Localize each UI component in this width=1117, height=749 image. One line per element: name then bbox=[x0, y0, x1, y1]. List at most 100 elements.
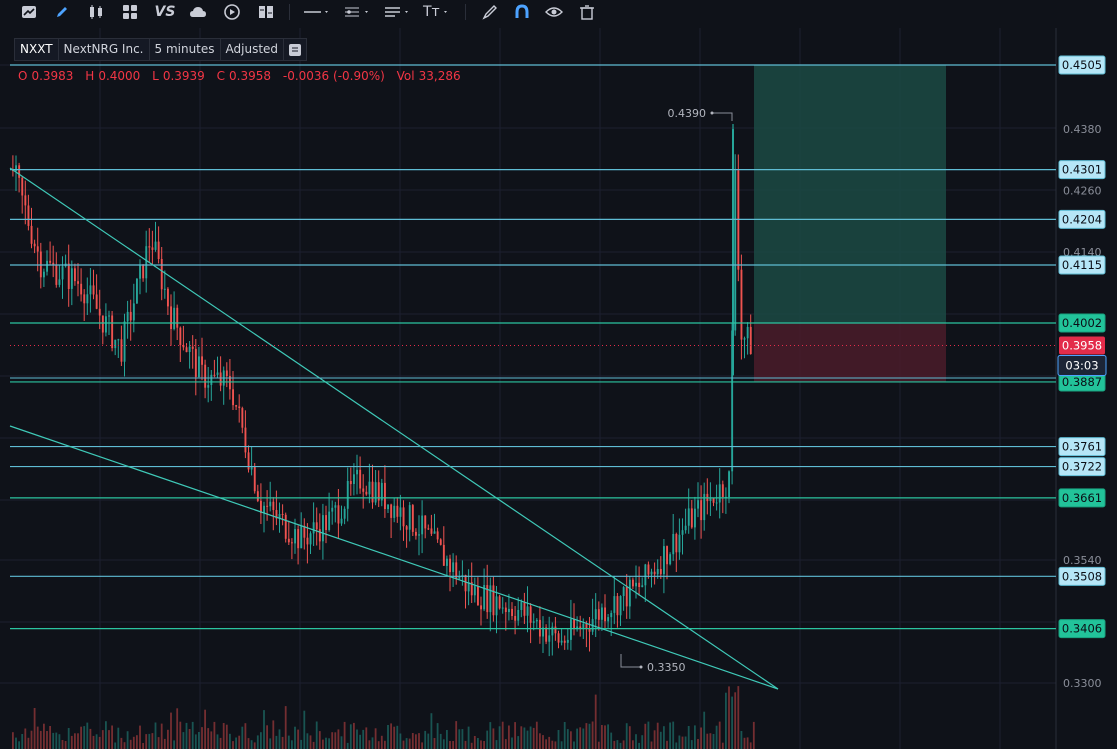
volume-label: Vol bbox=[396, 69, 415, 83]
price-tick-label: 0.4380 bbox=[1063, 123, 1102, 136]
pencil-icon[interactable] bbox=[53, 3, 71, 21]
low-label: L bbox=[152, 69, 159, 83]
candle-body bbox=[219, 372, 222, 386]
chart-type-icon[interactable] bbox=[20, 3, 38, 21]
volume-bar bbox=[498, 726, 501, 749]
volume-bar bbox=[597, 741, 600, 749]
volume-bar bbox=[433, 738, 436, 749]
candle-body bbox=[632, 579, 634, 587]
volume-bar bbox=[272, 720, 275, 749]
candle-body bbox=[114, 339, 117, 349]
volume-bar bbox=[39, 730, 42, 749]
level-tag-label: 0.4301 bbox=[1062, 163, 1102, 177]
volume-bar bbox=[656, 722, 659, 749]
columns-icon[interactable] bbox=[257, 3, 275, 21]
volume-bar bbox=[604, 725, 606, 749]
candle-body bbox=[278, 514, 281, 519]
candle-body bbox=[740, 269, 743, 340]
candle-body bbox=[126, 311, 129, 322]
candle-body bbox=[145, 246, 148, 279]
candles-icon[interactable] bbox=[87, 3, 105, 21]
candle-body bbox=[325, 515, 327, 530]
candle-body bbox=[520, 602, 523, 610]
volume-bar bbox=[399, 733, 402, 749]
volume-bar bbox=[74, 733, 76, 749]
volume-bar bbox=[579, 727, 582, 749]
volume-bar bbox=[455, 721, 458, 749]
level-tag-box bbox=[1058, 313, 1106, 333]
candle-body bbox=[666, 546, 668, 565]
candle-body bbox=[477, 586, 479, 606]
candle-body bbox=[486, 585, 489, 613]
volume-bar bbox=[492, 728, 495, 749]
volume-bar bbox=[325, 737, 327, 749]
candle-body bbox=[244, 427, 247, 453]
volume-bar bbox=[396, 725, 399, 749]
line-tool-icon[interactable] bbox=[303, 3, 331, 21]
brush-icon[interactable] bbox=[481, 3, 499, 21]
candle-body bbox=[511, 608, 513, 616]
volume-bar bbox=[616, 740, 619, 749]
candle-body bbox=[604, 607, 606, 622]
candle-body bbox=[225, 370, 228, 376]
candle-body bbox=[98, 308, 101, 316]
level-tag-box bbox=[1058, 160, 1106, 180]
candle-body bbox=[678, 534, 681, 553]
volume-bar bbox=[402, 740, 405, 749]
volume-bar bbox=[30, 730, 33, 749]
candle-body bbox=[687, 508, 690, 526]
indicator-tool-icon[interactable] bbox=[343, 3, 371, 21]
candle-body bbox=[256, 491, 259, 501]
volume-bar bbox=[120, 737, 123, 749]
magnet-icon[interactable] bbox=[513, 3, 531, 21]
interval-selector[interactable]: 5 minutes bbox=[150, 39, 221, 60]
open-value: 0.3983 bbox=[31, 69, 74, 83]
volume-bar bbox=[77, 733, 79, 749]
volume-bar bbox=[483, 741, 485, 749]
text-tool-icon[interactable]: Tт bbox=[423, 3, 451, 21]
volume-bar bbox=[95, 734, 98, 749]
candle-body bbox=[405, 526, 408, 530]
volume-bar bbox=[92, 735, 95, 749]
candle-body bbox=[663, 546, 665, 575]
volume-bar bbox=[235, 737, 237, 749]
volume-bar bbox=[430, 713, 433, 749]
candle-body bbox=[669, 554, 672, 565]
replay-icon[interactable] bbox=[223, 3, 241, 21]
ticker-symbol[interactable]: NXXT bbox=[15, 39, 59, 60]
candle-body bbox=[728, 471, 730, 497]
volume-bar bbox=[225, 724, 228, 749]
volume-bar bbox=[458, 729, 461, 749]
candle-body bbox=[77, 281, 79, 284]
volume-bar bbox=[489, 722, 492, 749]
adjustment-selector[interactable]: Adjusted bbox=[221, 39, 285, 60]
volume-bar bbox=[737, 686, 740, 749]
candle-body bbox=[318, 529, 321, 542]
align-tool-icon[interactable] bbox=[383, 3, 411, 21]
candle-body bbox=[74, 268, 76, 282]
candle-body bbox=[501, 607, 504, 609]
candle-body bbox=[390, 504, 393, 518]
candle-body bbox=[170, 306, 172, 329]
candle-body bbox=[433, 531, 436, 534]
volume-bar bbox=[114, 742, 117, 749]
candle-body bbox=[424, 515, 427, 529]
candle-body bbox=[694, 508, 696, 528]
eye-icon[interactable] bbox=[545, 3, 563, 21]
grid-icon[interactable] bbox=[121, 3, 139, 21]
trash-icon[interactable] bbox=[578, 3, 596, 21]
volume-bar bbox=[343, 721, 346, 749]
volume-bar bbox=[495, 740, 498, 749]
volume-bar bbox=[356, 729, 358, 749]
volume-bar bbox=[278, 729, 281, 749]
candle-body bbox=[418, 534, 420, 536]
candle-body bbox=[467, 582, 470, 592]
volume-bar bbox=[260, 732, 262, 749]
volume-bar bbox=[517, 736, 520, 749]
cloud-icon[interactable] bbox=[189, 3, 207, 21]
settings-icon[interactable] bbox=[284, 39, 306, 60]
volume-bar bbox=[210, 731, 213, 749]
candle-body bbox=[548, 635, 551, 642]
vs-icon[interactable]: VS bbox=[154, 4, 176, 20]
